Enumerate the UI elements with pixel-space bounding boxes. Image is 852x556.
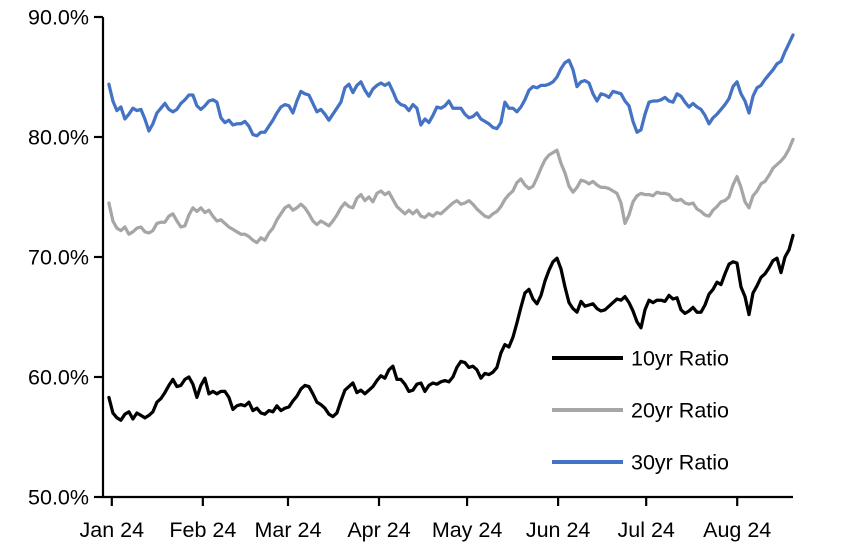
legend-label-30yr-ratio: 30yr Ratio — [631, 451, 729, 475]
y-axis-tick-label: 50.0% — [28, 486, 89, 510]
y-axis-tick-label: 80.0% — [28, 126, 89, 150]
y-axis-tick-label: 60.0% — [28, 366, 89, 390]
x-axis-tick-label: Feb 24 — [169, 518, 236, 542]
x-axis-tick-label: Apr 24 — [347, 518, 410, 542]
legend-label-20yr-ratio: 20yr Ratio — [631, 399, 729, 423]
x-axis-tick-label: May 24 — [432, 518, 503, 542]
series-20yr-ratio-line — [107, 137, 795, 245]
x-axis-tick-label: Jan 24 — [80, 518, 145, 542]
x-axis-tick-label: Jun 24 — [526, 518, 591, 542]
legend-label-10yr-ratio: 10yr Ratio — [631, 347, 729, 371]
y-axis-tick-label: 90.0% — [28, 6, 89, 30]
axis-lines — [101, 17, 793, 499]
series-10yr-ratio-line — [107, 233, 795, 422]
x-axis-tick-label: Jul 24 — [618, 518, 675, 542]
y-axis-tick-label: 70.0% — [28, 246, 89, 270]
series-30yr-ratio-line — [107, 33, 795, 138]
x-axis-tick-label: Mar 24 — [255, 518, 322, 542]
x-axis-tick-label: Aug 24 — [703, 518, 771, 542]
